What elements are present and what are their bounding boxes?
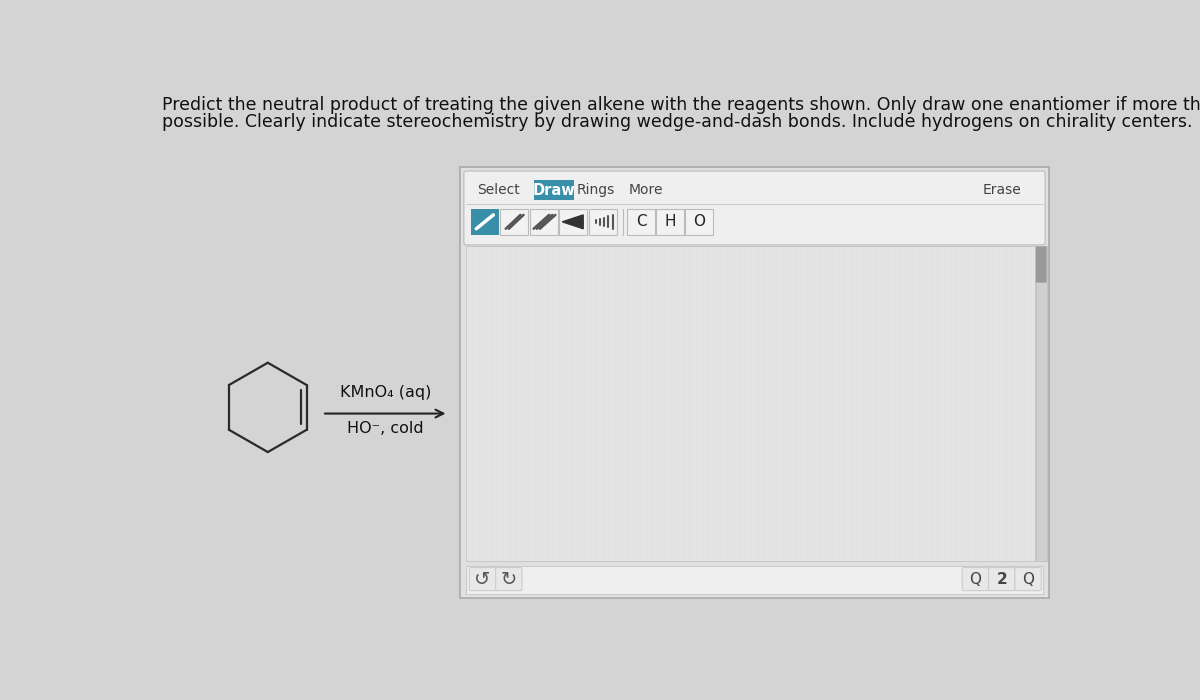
FancyBboxPatch shape: [989, 568, 1015, 591]
FancyBboxPatch shape: [1036, 246, 1046, 283]
Text: Select: Select: [478, 183, 520, 197]
Bar: [529, 209, 558, 235]
FancyBboxPatch shape: [962, 568, 989, 591]
Text: Draw: Draw: [533, 183, 575, 198]
Text: ↻: ↻: [500, 570, 517, 589]
Text: Erase: Erase: [983, 183, 1022, 197]
Text: O: O: [692, 214, 704, 230]
Text: ↺: ↺: [474, 570, 491, 589]
Bar: [559, 209, 587, 235]
Bar: [466, 566, 1043, 594]
FancyBboxPatch shape: [469, 568, 496, 591]
Bar: [656, 209, 684, 235]
FancyBboxPatch shape: [1015, 568, 1042, 591]
Text: possible. Clearly indicate stereochemistry by drawing wedge-and-dash bonds. Incl: possible. Clearly indicate stereochemist…: [162, 113, 1193, 132]
Bar: [500, 209, 528, 235]
Bar: [470, 209, 499, 235]
Text: C: C: [636, 214, 647, 230]
Bar: [589, 209, 617, 235]
Bar: [1036, 246, 1046, 561]
Bar: [685, 209, 713, 235]
Text: More: More: [629, 183, 664, 197]
Polygon shape: [563, 215, 583, 229]
Text: 2: 2: [996, 572, 1007, 587]
Text: Rings: Rings: [576, 183, 614, 197]
Text: Predict the neutral product of treating the given alkene with the reagents shown: Predict the neutral product of treating …: [162, 97, 1200, 114]
Bar: [466, 246, 1036, 561]
Bar: [628, 209, 655, 235]
Text: H: H: [665, 214, 676, 230]
Text: Q: Q: [970, 572, 982, 587]
Text: Q: Q: [1022, 572, 1034, 587]
FancyBboxPatch shape: [534, 180, 574, 200]
FancyBboxPatch shape: [464, 171, 1045, 245]
FancyBboxPatch shape: [460, 167, 1049, 598]
Text: KMnO₄ (aq): KMnO₄ (aq): [340, 385, 431, 400]
FancyBboxPatch shape: [496, 568, 522, 591]
Text: HO⁻, cold: HO⁻, cold: [347, 421, 424, 436]
